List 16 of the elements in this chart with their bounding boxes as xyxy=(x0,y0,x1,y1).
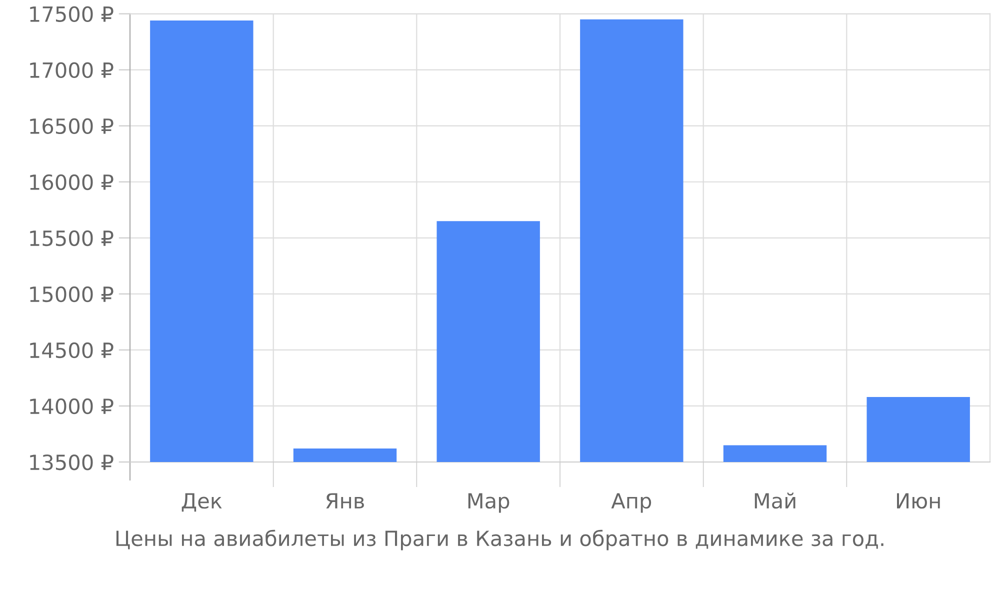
x-tick-label: Апр xyxy=(611,493,652,513)
y-tick-label: 13500 ₽ xyxy=(30,454,114,470)
x-tick-label: Янв xyxy=(326,493,364,508)
y-tick-label: 17500 ₽ xyxy=(30,6,114,22)
x-tick-label: Дек xyxy=(182,493,222,512)
y-tick-label: 15500 ₽ xyxy=(30,230,114,246)
y-tick-label: 15000 ₽ xyxy=(30,286,114,302)
y-tick-label: 14000 ₽ xyxy=(30,398,114,414)
text: Цены на авиабилеты из Праги в Казань и обратно в динамике за год. xyxy=(116,530,884,550)
y-tick-label: 14500 ₽ xyxy=(30,342,114,358)
y-tick-label: 16500 ₽ xyxy=(30,118,114,134)
x-tick-label: Май xyxy=(754,492,796,509)
y-tick-label: 17000 ₽ xyxy=(30,62,114,78)
x-tick-label: Мар xyxy=(468,493,510,513)
x-tick-label: Июн xyxy=(897,493,940,509)
y-tick-label: 16000 ₽ xyxy=(30,174,114,190)
